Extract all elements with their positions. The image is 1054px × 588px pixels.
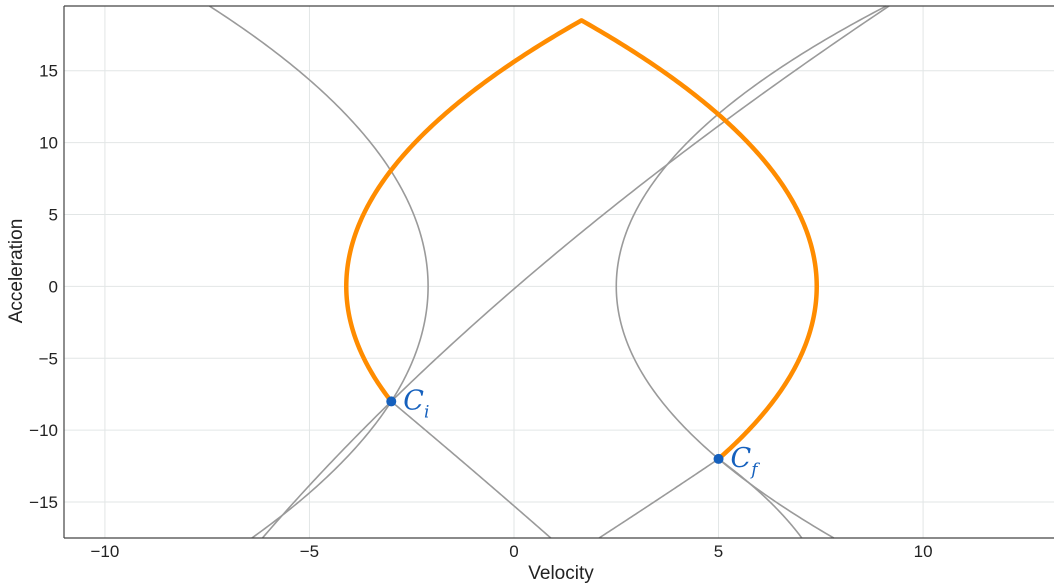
x-tick-label: 0 xyxy=(509,542,518,561)
point-marker-f xyxy=(713,453,724,464)
y-tick-label: −15 xyxy=(29,493,58,512)
reference-parabola-left xyxy=(208,5,429,539)
y-tick-label: 10 xyxy=(39,134,58,153)
reference-curve-cf-right xyxy=(718,458,803,539)
grid-layer xyxy=(64,6,1054,538)
orange-path-layer xyxy=(344,18,819,462)
reference-curves xyxy=(208,5,890,539)
y-axis-title: Acceleration xyxy=(6,219,27,324)
x-tick-label: 10 xyxy=(914,542,933,561)
labeled-points: Ci Cf xyxy=(386,385,760,480)
y-tick-label: 5 xyxy=(49,205,58,224)
reference-parabola-right xyxy=(615,5,887,539)
y-tick-label: −5 xyxy=(39,349,58,368)
orange-path xyxy=(344,18,819,462)
y-tick-label: −10 xyxy=(29,421,58,440)
x-tick-label: −5 xyxy=(300,542,319,561)
reference-curve-cf-left xyxy=(598,458,719,539)
point-label-i: Ci xyxy=(403,385,429,422)
x-axis-title: Velocity xyxy=(528,563,594,584)
y-tick-label: 15 xyxy=(39,62,58,81)
x-tick-label: −10 xyxy=(90,542,119,561)
y-tick-label: 0 xyxy=(49,277,58,296)
reference-curve-ci-falling xyxy=(390,400,552,539)
x-tick-label: 5 xyxy=(714,542,723,561)
point-marker-i xyxy=(386,396,397,407)
plot-frame xyxy=(63,5,1054,539)
point-label-f: Cf xyxy=(731,443,761,480)
tick-labels: −10 −5 0 5 10 −15 −10 −5 0 5 10 15 xyxy=(29,62,932,561)
reference-curve-ci-rising xyxy=(261,5,890,539)
